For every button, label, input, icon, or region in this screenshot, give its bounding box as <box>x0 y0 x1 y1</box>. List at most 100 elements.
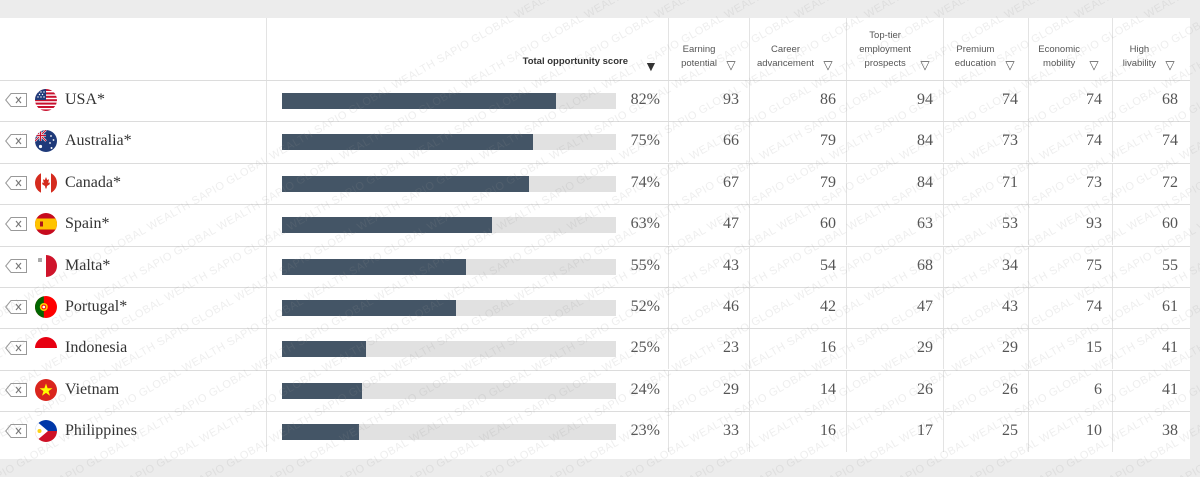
metric-cell: 75 <box>1028 246 1112 287</box>
metric-cell: 16 <box>749 329 846 370</box>
philippines-flag-icon <box>35 420 57 443</box>
table-row: Vietnam 24% 29 14 26 26 6 41 <box>0 369 1190 411</box>
metric-cell: 67 <box>668 163 749 204</box>
remove-row-icon[interactable] <box>5 175 27 190</box>
metric-value: 71 <box>1002 173 1018 191</box>
sort-desc-icon[interactable]: ▼ <box>644 58 658 74</box>
metric-cell: 46 <box>668 288 749 328</box>
header-metric-label: High livability <box>1123 43 1156 71</box>
remove-row-icon[interactable] <box>5 258 27 273</box>
header-metric-label-line: Top-tier <box>869 30 901 41</box>
header-total-opportunity[interactable]: Total opportunity score ▼ <box>266 18 668 80</box>
metric-value: 34 <box>1002 256 1018 274</box>
sort-filter-icon[interactable]: ▽ <box>1165 58 1175 72</box>
table-row: Australia* 75% 66 79 84 73 74 74 <box>0 121 1190 163</box>
remove-row-icon[interactable] <box>5 341 27 356</box>
metric-value: 94 <box>917 91 933 108</box>
metric-value: 53 <box>1002 215 1018 233</box>
metric-value: 79 <box>820 132 836 150</box>
header-metric-label-line: employment <box>859 44 911 55</box>
header-metric-label-line: mobility <box>1043 58 1076 69</box>
total-score-value: 25% <box>630 339 660 357</box>
total-score-cell: 52% <box>266 288 668 328</box>
remove-row-icon[interactable] <box>5 300 27 314</box>
remove-row-icon[interactable] <box>5 217 27 232</box>
metric-value: 25 <box>1002 422 1018 440</box>
metric-cell: 93 <box>668 81 749 121</box>
metric-cell: 29 <box>846 329 943 370</box>
metric-cell: 72 <box>1112 163 1188 204</box>
metric-cell: 73 <box>1028 163 1112 204</box>
metric-cell: 43 <box>668 246 749 287</box>
total-score-value: 52% <box>630 298 660 315</box>
metric-value: 6 <box>1094 380 1102 398</box>
header-metric-label-line: prospects <box>864 58 906 69</box>
header-metric-label-line: Premium <box>956 44 995 55</box>
metric-value: 55 <box>1162 256 1178 274</box>
score-bar-fill <box>282 175 530 192</box>
metric-value: 68 <box>1162 91 1178 108</box>
metric-value: 46 <box>723 298 739 315</box>
metric-cell: 43 <box>943 288 1028 328</box>
total-score-value: 82% <box>630 91 660 108</box>
total-score-cell: 82% <box>266 81 668 121</box>
sort-filter-icon[interactable]: ▽ <box>726 58 736 72</box>
header-metric-label-line: Economic <box>1038 44 1080 55</box>
sort-filter-icon[interactable]: ▽ <box>823 58 833 72</box>
country-name: Australia* <box>65 132 132 150</box>
metric-value: 42 <box>820 298 836 315</box>
metric-value: 54 <box>820 256 836 274</box>
country-name: Vietnam <box>65 380 120 398</box>
metric-cell: 33 <box>668 412 749 453</box>
metric-cell: 47 <box>846 288 943 328</box>
metric-cell: 74 <box>943 81 1028 121</box>
remove-row-icon[interactable] <box>5 93 27 107</box>
score-bar-track <box>282 424 616 441</box>
metric-cell: 71 <box>943 163 1028 204</box>
sort-filter-icon[interactable]: ▽ <box>920 58 930 72</box>
total-score-value: 74% <box>630 173 660 191</box>
metric-value: 38 <box>1162 422 1178 440</box>
country-cell: USA* <box>0 81 266 121</box>
metric-cell: 63 <box>846 205 943 246</box>
score-bar-track <box>282 175 616 192</box>
metric-value: 74 <box>1002 91 1018 108</box>
metric-value: 60 <box>820 215 836 233</box>
remove-row-icon[interactable] <box>5 424 27 439</box>
score-bar-track <box>282 258 616 275</box>
header-metric-4[interactable]: Economic mobility ▽ <box>1028 18 1112 80</box>
header-country-spacer <box>0 18 266 80</box>
metric-cell: 54 <box>749 246 846 287</box>
metric-value: 14 <box>820 380 836 398</box>
header-metric-1[interactable]: Career advancement ▽ <box>749 18 846 80</box>
score-bar-track <box>282 134 616 151</box>
sort-filter-icon[interactable]: ▽ <box>1089 58 1099 72</box>
metric-cell: 47 <box>668 205 749 246</box>
header-metric-3[interactable]: Premium education ▽ <box>943 18 1028 80</box>
header-metric-5[interactable]: High livability ▽ <box>1112 18 1188 80</box>
metric-value: 41 <box>1162 380 1178 398</box>
metric-cell: 41 <box>1112 370 1188 411</box>
sort-filter-icon[interactable]: ▽ <box>1005 58 1015 72</box>
country-cell: Portugal* <box>0 288 266 328</box>
metric-cell: 84 <box>846 122 943 163</box>
metric-cell: 26 <box>846 370 943 411</box>
metric-value: 17 <box>917 422 933 440</box>
remove-row-icon[interactable] <box>5 134 27 149</box>
metric-cell: 10 <box>1028 412 1112 453</box>
header-metric-0[interactable]: Earning potential ▽ <box>668 18 749 80</box>
metric-value: 60 <box>1162 215 1178 233</box>
metric-value: 93 <box>1086 215 1102 233</box>
metric-value: 15 <box>1086 339 1102 357</box>
country-name: Canada* <box>65 173 121 191</box>
remove-row-icon[interactable] <box>5 382 27 397</box>
metric-value: 26 <box>1002 380 1018 398</box>
country-name: Indonesia <box>65 339 128 357</box>
metric-value: 41 <box>1162 339 1178 357</box>
total-score-value: 23% <box>630 422 660 440</box>
metric-cell: 60 <box>749 205 846 246</box>
table-row: Portugal* 52% 46 42 47 43 74 61 <box>0 287 1190 328</box>
metric-value: 74 <box>1162 132 1178 150</box>
header-metric-2[interactable]: Top-tier employment prospects ▽ <box>846 18 943 80</box>
metric-value: 33 <box>723 422 739 440</box>
